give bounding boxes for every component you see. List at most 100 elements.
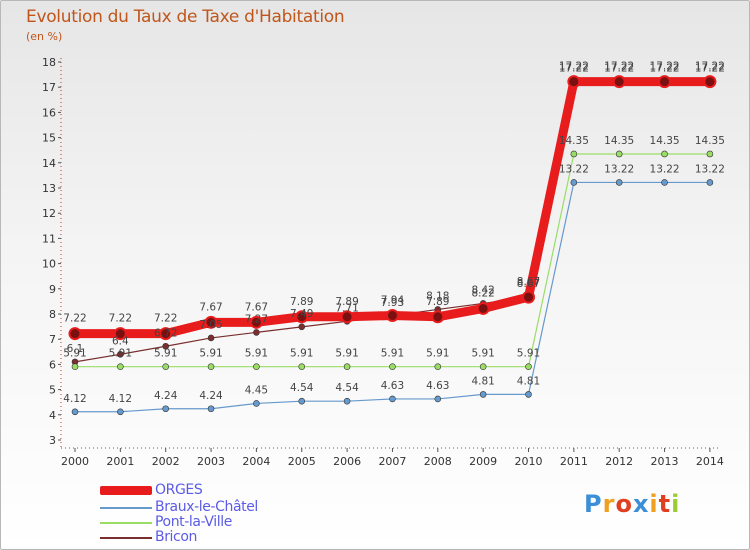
data-point-3 xyxy=(253,329,260,336)
data-point-2 xyxy=(343,363,351,370)
data-label-2: 5.91 xyxy=(517,348,540,360)
data-point-3 xyxy=(117,351,124,358)
legend-swatch-braux xyxy=(100,507,152,509)
data-point-1 xyxy=(343,397,351,405)
legend-swatch-bricon xyxy=(100,537,152,539)
y-tick-label: 9 xyxy=(49,283,56,296)
legend-label-pont: Pont-la-Ville xyxy=(155,514,232,530)
data-label-0: 7.22 xyxy=(63,313,86,325)
x-tick-label: 2005 xyxy=(288,455,316,468)
data-point-0 xyxy=(658,75,672,89)
data-label-3: 17.22 xyxy=(650,63,680,75)
data-point-0 xyxy=(295,310,309,324)
legend-label-bricon: Bricon xyxy=(155,529,197,545)
y-tick-label: 17 xyxy=(42,81,56,94)
data-point-2 xyxy=(298,363,306,370)
data-point-1 xyxy=(71,408,79,416)
data-label-1: 4.81 xyxy=(517,375,540,387)
data-point-1 xyxy=(298,397,306,405)
data-point-1 xyxy=(570,179,578,186)
y-tick-label: 10 xyxy=(42,258,56,271)
chart-unit: (en %) xyxy=(26,30,63,43)
x-tick-label: 2000 xyxy=(61,455,89,468)
data-label-2: 5.91 xyxy=(471,348,494,360)
y-tick-label: 3 xyxy=(49,434,56,447)
data-point-1 xyxy=(615,179,623,186)
data-point-2 xyxy=(434,363,442,370)
y-tick-label: 5 xyxy=(49,384,56,397)
data-label-2: 5.91 xyxy=(426,348,449,360)
data-point-2 xyxy=(253,363,260,370)
data-label-1: 4.54 xyxy=(290,382,314,394)
data-label-1: 4.24 xyxy=(199,390,223,402)
data-point-0 xyxy=(340,310,354,324)
data-label-2: 5.91 xyxy=(381,348,404,360)
data-label-0: 17.22 xyxy=(695,61,725,73)
data-label-3: 17.22 xyxy=(559,63,589,75)
data-point-0 xyxy=(703,75,717,89)
data-point-2 xyxy=(479,363,487,370)
x-tick-label: 2010 xyxy=(515,455,543,468)
data-point-2 xyxy=(117,363,124,370)
legend-swatch-orges xyxy=(100,486,152,495)
data-label-0: 8.22 xyxy=(471,287,494,299)
data-label-0: 7.67 xyxy=(245,301,268,313)
y-tick-label: 6 xyxy=(49,358,56,371)
data-point-0 xyxy=(612,75,626,89)
data-point-2 xyxy=(525,363,532,370)
legend-label-braux: Braux-le-Châtel xyxy=(155,499,258,515)
data-point-1 xyxy=(162,405,169,413)
data-label-0: 7.22 xyxy=(109,313,132,325)
data-point-3 xyxy=(207,334,215,342)
data-point-0 xyxy=(68,327,82,341)
data-label-3: 17.22 xyxy=(695,63,725,75)
data-label-0: 7.89 xyxy=(426,296,449,308)
data-point-1 xyxy=(479,391,487,398)
data-point-0 xyxy=(522,290,535,304)
data-label-3: 8.18 xyxy=(426,290,449,302)
data-label-0: 7.94 xyxy=(381,295,405,307)
data-label-2: 5.91 xyxy=(290,348,313,360)
legend-label-orges: ORGES xyxy=(155,482,203,498)
data-label-2: 5.91 xyxy=(63,348,86,360)
y-tick-label: 16 xyxy=(42,106,56,119)
logo-letter: i xyxy=(649,490,659,518)
data-point-2 xyxy=(706,150,714,158)
y-tick-label: 12 xyxy=(42,207,56,220)
logo-letter: r xyxy=(602,490,616,518)
y-tick-label: 11 xyxy=(42,232,56,245)
data-label-0: 17.22 xyxy=(650,61,680,73)
data-label-1: 4.63 xyxy=(426,380,449,392)
data-point-2 xyxy=(389,363,396,370)
data-point-0 xyxy=(249,315,263,329)
data-point-0 xyxy=(204,315,218,329)
data-label-0: 7.22 xyxy=(154,313,177,325)
data-label-1: 4.24 xyxy=(154,390,178,402)
chart-title: Evolution du Taux de Taxe d'Habitation xyxy=(26,7,345,27)
data-point-0 xyxy=(159,327,173,341)
data-point-1 xyxy=(706,179,714,186)
data-point-0 xyxy=(113,327,127,341)
data-label-2: 5.91 xyxy=(109,348,132,360)
y-tick-label: 4 xyxy=(49,409,56,422)
data-point-1 xyxy=(117,408,124,416)
y-tick-label: 13 xyxy=(42,182,56,195)
data-label-1: 4.81 xyxy=(471,375,494,387)
data-label-1: 4.12 xyxy=(109,393,132,405)
data-point-3 xyxy=(298,323,306,331)
data-label-2: 5.91 xyxy=(154,348,177,360)
data-label-3: 6.4 xyxy=(112,335,129,347)
data-label-3: 7.49 xyxy=(290,308,313,320)
data-label-2: 14.35 xyxy=(650,135,680,147)
data-point-0 xyxy=(567,75,581,89)
data-label-3: 17.22 xyxy=(604,63,634,75)
x-tick-label: 2013 xyxy=(651,455,679,468)
data-label-0: 17.22 xyxy=(559,61,589,73)
data-point-1 xyxy=(389,395,396,403)
x-tick-label: 2006 xyxy=(333,455,361,468)
x-tick-label: 2003 xyxy=(197,455,225,468)
x-tick-label: 2012 xyxy=(605,455,633,468)
data-label-2: 14.35 xyxy=(559,135,589,147)
y-tick-label: 14 xyxy=(42,157,56,170)
